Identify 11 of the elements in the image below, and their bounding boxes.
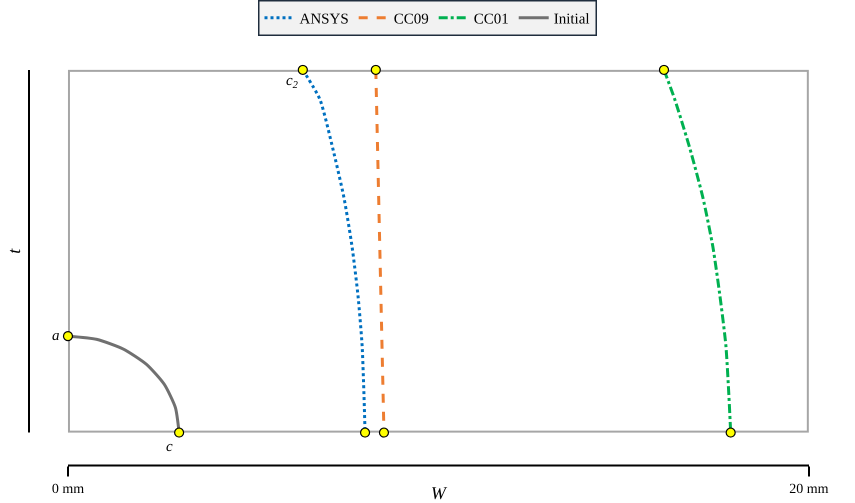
legend-label: CC09 xyxy=(394,12,429,28)
x-tick-label: 0 mm xyxy=(52,482,84,498)
y-axis-title: t xyxy=(4,248,24,254)
legend-label: CC01 xyxy=(474,12,509,28)
annotation: c$_{2}$ xyxy=(286,73,299,92)
annotation: c xyxy=(166,439,173,455)
x-tick-label: 20 mm xyxy=(789,482,829,498)
annotation: a xyxy=(52,328,60,344)
x-axis-title: W xyxy=(430,483,448,503)
legend-label: Initial xyxy=(554,12,590,28)
legend-label: ANSYS xyxy=(300,12,349,28)
